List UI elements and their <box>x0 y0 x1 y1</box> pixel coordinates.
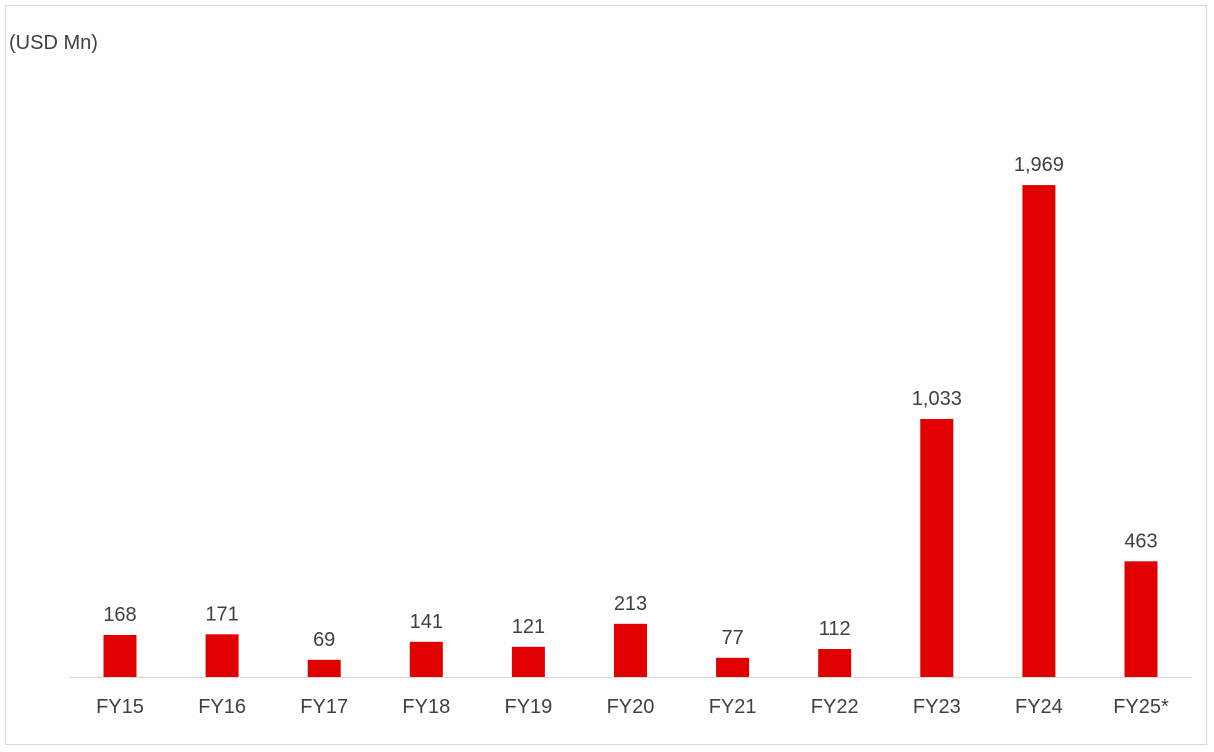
bar-fy24 <box>1022 185 1056 677</box>
value-label: 168 <box>103 604 136 626</box>
x-tick-label: FY19 <box>504 696 552 718</box>
x-tick-label: FY24 <box>1015 696 1063 718</box>
value-label: 121 <box>512 616 545 638</box>
bars-group <box>103 185 1158 677</box>
bar-fy22 <box>818 649 852 677</box>
bar-fy23 <box>920 419 954 677</box>
chart-frame <box>5 5 1207 745</box>
x-tick-label: FY20 <box>607 696 655 718</box>
bar-fy16 <box>205 634 239 677</box>
value-label: 112 <box>819 618 851 640</box>
bar-fy21 <box>716 657 750 677</box>
x-tick-label: FY25* <box>1113 696 1169 718</box>
value-label: 463 <box>1124 530 1157 552</box>
bar-fy15 <box>103 635 137 677</box>
value-label: 213 <box>614 593 647 615</box>
tick-labels-group: FY15 FY16 FY17 FY18 FY19 FY20 FY21 FY22 FY23 FY24… <box>96 696 1169 718</box>
value-label: 1,033 <box>912 388 962 410</box>
x-tick-label: FY16 <box>198 696 246 718</box>
x-tick-label: FY21 <box>709 696 757 718</box>
value-label: 1,969 <box>1014 154 1064 176</box>
bar-fy19 <box>511 646 545 677</box>
bar-fy25 <box>1124 561 1158 677</box>
value-label: 171 <box>205 603 238 625</box>
x-tick-label: FY18 <box>402 696 450 718</box>
unit-label: (USD Mn) <box>9 32 98 54</box>
x-tick-label: FY23 <box>913 696 961 718</box>
x-tick-label: FY22 <box>811 696 859 718</box>
value-labels-group: 168 171 69 141 121 213 77 112 1,033 1,969 463 <box>103 154 1157 651</box>
x-tick-label: FY17 <box>300 696 348 718</box>
value-label: 77 <box>721 627 743 649</box>
bar-fy18 <box>409 641 443 677</box>
value-label: 69 <box>313 629 335 651</box>
x-tick-label: FY15 <box>96 696 144 718</box>
value-label: 141 <box>410 611 443 633</box>
bar-fy17 <box>307 659 341 677</box>
bar-fy20 <box>614 623 647 677</box>
